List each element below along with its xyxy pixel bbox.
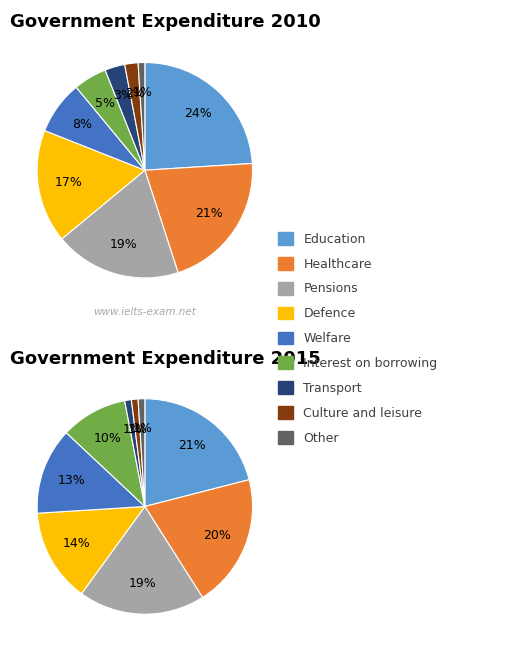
Wedge shape [81, 507, 202, 614]
Text: 21%: 21% [178, 439, 206, 452]
Text: 10%: 10% [93, 432, 121, 445]
Text: 14%: 14% [63, 537, 91, 550]
Wedge shape [124, 63, 145, 170]
Text: 1%: 1% [132, 86, 152, 99]
Text: 24%: 24% [184, 107, 211, 120]
Wedge shape [62, 170, 178, 278]
Text: 5%: 5% [95, 97, 115, 110]
Wedge shape [45, 87, 145, 170]
Wedge shape [138, 399, 145, 507]
Text: 20%: 20% [203, 529, 231, 541]
Wedge shape [145, 163, 252, 273]
Legend: Education, Healthcare, Pensions, Defence, Welfare, Interest on borrowing, Transp: Education, Healthcare, Pensions, Defence… [274, 228, 440, 448]
Text: 17%: 17% [54, 176, 82, 189]
Wedge shape [138, 62, 145, 170]
Text: 1%: 1% [132, 423, 152, 436]
Wedge shape [131, 399, 145, 507]
Text: 1%: 1% [127, 423, 147, 436]
Wedge shape [124, 399, 145, 507]
Wedge shape [145, 399, 249, 507]
Text: Government Expenditure 2010: Government Expenditure 2010 [10, 13, 320, 31]
Text: 1%: 1% [123, 423, 143, 436]
Wedge shape [145, 480, 252, 598]
Text: 21%: 21% [195, 207, 222, 220]
Text: 8%: 8% [72, 118, 92, 131]
Text: www.ielts-exam.net: www.ielts-exam.net [93, 308, 196, 318]
Wedge shape [105, 64, 145, 170]
Wedge shape [76, 70, 145, 170]
Text: 2%: 2% [125, 87, 145, 100]
Text: 13%: 13% [58, 474, 86, 486]
Wedge shape [37, 433, 145, 513]
Text: 19%: 19% [109, 239, 137, 251]
Wedge shape [37, 131, 145, 239]
Text: Government Expenditure 2015: Government Expenditure 2015 [10, 350, 320, 368]
Text: 19%: 19% [128, 578, 156, 590]
Wedge shape [66, 401, 145, 507]
Text: 3%: 3% [113, 89, 133, 103]
Wedge shape [37, 507, 145, 594]
Wedge shape [145, 62, 252, 170]
